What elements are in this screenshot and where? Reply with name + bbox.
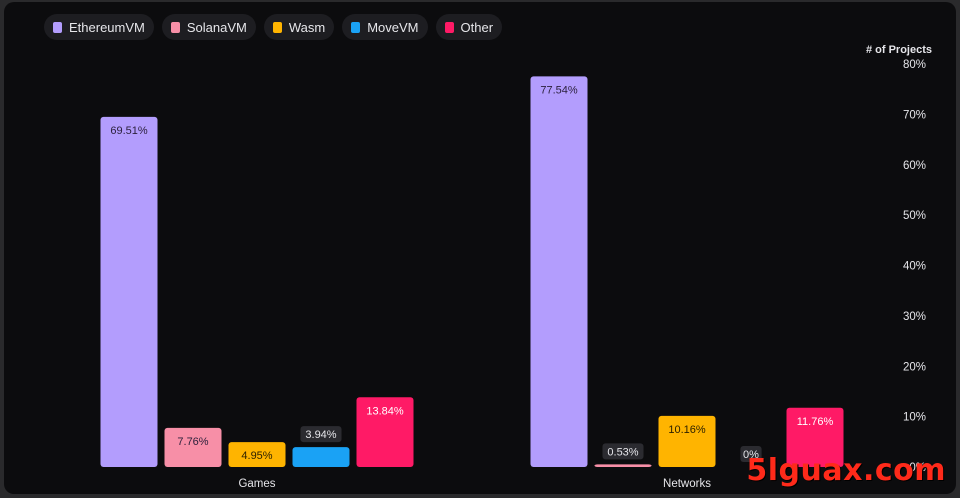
data-label: 0.53% (607, 446, 638, 458)
y-tick-label: 10% (903, 412, 926, 424)
legend: EthereumVM SolanaVM Wasm MoveVM Other (44, 14, 503, 40)
legend-swatch-wasm (272, 21, 282, 33)
data-label: 77.54% (540, 84, 578, 96)
data-label: 0% (743, 449, 759, 461)
bar-ethereumvm-games (100, 116, 158, 467)
legend-swatch-solanavm (170, 21, 180, 33)
data-label: 4.95% (241, 450, 272, 462)
data-label: 10.16% (668, 424, 706, 436)
legend-label-ethereumvm: EthereumVM (69, 19, 145, 35)
data-label-bg (602, 443, 644, 460)
data-label: 3.94% (305, 429, 336, 441)
data-label-bg (300, 426, 342, 443)
legend-swatch-movevm (351, 21, 361, 33)
bar-solanavm-games (164, 427, 222, 467)
bar-wasm-networks (658, 415, 716, 467)
legend-swatch-other (444, 21, 454, 33)
data-label: 11.76% (797, 416, 834, 428)
watermark: 5lguax.com (746, 453, 946, 488)
y-axis-title: # of Projects (865, 44, 932, 56)
data-label: 7.76% (177, 436, 208, 448)
data-label-bg (740, 446, 762, 462)
bar-ethereumvm-networks (530, 76, 588, 468)
y-tick-label: 60% (903, 160, 926, 172)
bar-other-networks (786, 407, 844, 467)
y-tick-label: 40% (903, 261, 926, 273)
x-tick-label: Networks (663, 478, 711, 490)
y-tick-label: 70% (903, 109, 926, 121)
y-tick-label: 80% (903, 59, 926, 71)
legend-label-movevm: MoveVM (367, 19, 419, 35)
legend-label-solanavm: SolanaVM (186, 19, 247, 35)
legend-item-solanavm[interactable]: SolanaVM (161, 14, 256, 40)
data-label: 13.84% (366, 405, 404, 417)
legend-item-wasm[interactable]: Wasm (263, 14, 335, 40)
legend-swatch-ethereumvm (53, 21, 62, 33)
bar-wasm-games (228, 442, 286, 467)
bar-chart: 0% 10% 20% 30% 40% 50% 60% 70% 80% 69.51% 7.76% 4.9… (100, 59, 926, 490)
legend-item-movevm[interactable]: MoveVM (342, 14, 428, 40)
bar-solanavm-networks (594, 464, 652, 467)
x-tick-label: Games (238, 478, 275, 490)
y-tick-label: 20% (903, 361, 926, 373)
y-tick-label: 50% (903, 210, 926, 222)
chart-panel: EthereumVM SolanaVM Wasm MoveVM Other # … (4, 2, 956, 494)
legend-item-other[interactable]: Other (435, 14, 503, 40)
legend-label-wasm: Wasm (288, 19, 326, 35)
y-tick-label: 30% (903, 311, 926, 323)
bar-movevm-games (292, 447, 350, 467)
data-label: 69.51% (110, 125, 148, 137)
y-tick-label: 0% (909, 462, 926, 474)
legend-label-other: Other (460, 19, 494, 35)
legend-item-ethereumvm[interactable]: EthereumVM (44, 14, 154, 40)
bar-other-games (356, 397, 414, 467)
